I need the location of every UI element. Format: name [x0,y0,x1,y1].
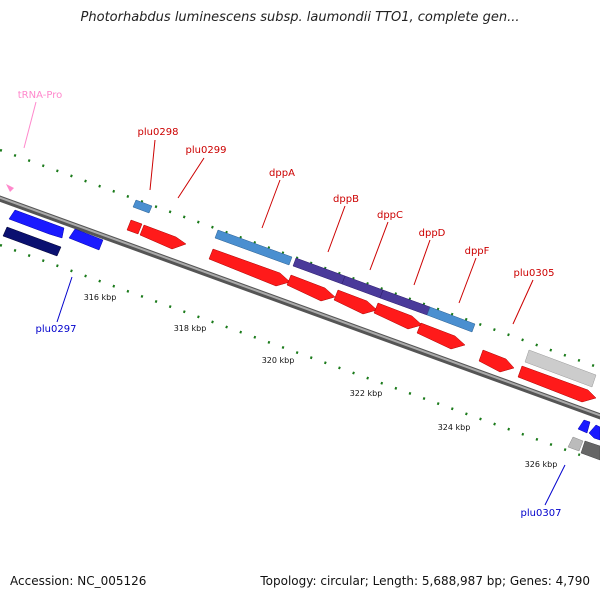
scale-label-322-kbp: 322 kbp [350,389,383,398]
plu0299-cds[interactable] [139,224,187,250]
scale-label-320-kbp: 320 kbp [262,356,295,365]
dppA-cds[interactable] [208,248,291,287]
plu0307-gene-model[interactable] [580,440,600,461]
top-tick-track [0,148,600,370]
forward-features [126,199,597,403]
gene-label-plu0307[interactable]: plu0307 [521,508,562,519]
scale-labels: 316 kbp 318 kbp 320 kbp 322 kbp 324 kbp … [84,293,558,469]
scale-label-326-kbp: 326 kbp [525,460,558,469]
plu0306-cds[interactable] [577,419,591,434]
accession-label: Accession: NC_005126 [10,574,147,588]
dppF-cds[interactable] [416,322,466,350]
gene-label-plu0298[interactable]: plu0298 [138,127,179,138]
dppF-gene-model[interactable] [426,306,476,333]
backbone [0,195,600,420]
reverse-features [2,209,600,461]
plu0306-gene-model[interactable] [567,436,584,452]
dppD-cds[interactable] [373,302,423,330]
gene-label-dppF[interactable]: dppF [465,246,490,257]
plu0307-cds[interactable] [588,424,600,441]
plu0297-cds[interactable] [68,228,104,251]
gene-labels: tRNA-Pro plu0298 plu0299 dppA dppB dppC … [18,90,562,519]
plu0298-gene-model[interactable] [132,199,153,214]
plu0305-gene-model[interactable] [524,349,597,388]
bottom-tick-track [0,243,581,457]
scale-label-318-kbp: 318 kbp [174,324,207,333]
dppC-cds[interactable] [333,289,378,315]
gene-label-dppC[interactable]: dppC [377,210,403,221]
gene-label-plu0297[interactable]: plu0297 [36,324,77,335]
plu0296-gene-model[interactable] [2,226,62,257]
gene-label-plu0305[interactable]: plu0305 [514,268,555,279]
plu0298-cds[interactable] [126,219,143,235]
plu0305-small-cds[interactable] [478,349,515,373]
gene-label-tRNA-Pro[interactable]: tRNA-Pro [18,90,62,101]
plu0296-cds[interactable] [8,209,65,239]
map-title: Photorhabdus luminescens subsp. laumondi… [80,10,520,25]
gene-label-dppB[interactable]: dppB [333,194,359,205]
scale-label-324-kbp: 324 kbp [438,423,471,432]
dppB-cds[interactable] [286,274,336,302]
dppA-gene-model[interactable] [214,229,293,266]
scale-label-316-kbp: 316 kbp [84,293,117,302]
plu0305-cds[interactable] [517,365,597,403]
gene-label-dppA[interactable]: dppA [269,168,295,179]
gene-label-plu0299[interactable]: plu0299 [186,145,227,156]
gene-label-dppD[interactable]: dppD [419,228,446,239]
genome-stats-label: Topology: circular; Length: 5,688,987 bp… [260,574,590,588]
trna-pro-feature[interactable] [6,184,14,192]
label-leaders [23,101,566,506]
